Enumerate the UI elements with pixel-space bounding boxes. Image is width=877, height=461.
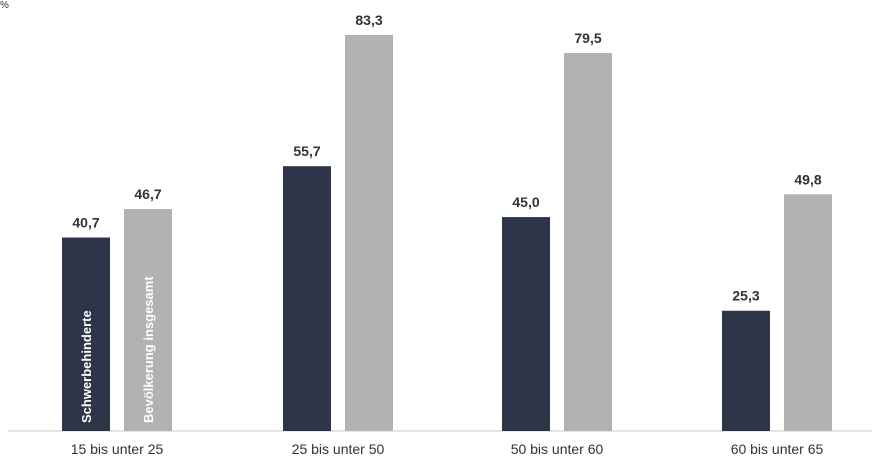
series-name-label: Bevölkerung insgesamt [141,276,156,423]
bar-bevoelkerung-1 [124,208,172,431]
data-label: 49,8 [794,171,821,187]
bars-layer [62,35,832,432]
data-label: 46,7 [134,186,161,202]
data-label: 40,7 [72,215,99,231]
data-label: 55,7 [293,143,320,159]
value-labels-layer: 40,7 46,7 55,7 83,3 45,0 79,5 25,3 49,8 [72,12,821,304]
corner-label: % [0,0,9,11]
x-tick-label: 25 bis unter 50 [292,441,385,457]
data-label: 45,0 [512,194,539,210]
bar-bevoelkerung-2 [345,35,393,431]
bar-bevoelkerung-4 [784,194,832,431]
bar-schwerbehinderte-2 [283,166,331,431]
x-tick-labels-layer: 15 bis unter 25 25 bis unter 50 50 bis unt… [71,441,824,457]
bar-schwerbehinderte-3 [502,217,550,431]
series-names-layer: Schwerbehinderte Bevölkerung insgesamt [79,276,156,423]
bar-schwerbehinderte-4 [722,310,770,431]
x-tick-label: 50 bis unter 60 [511,441,604,457]
data-label: 79,5 [574,30,601,46]
data-label: 25,3 [732,288,759,304]
series-name-label: Schwerbehinderte [79,310,94,423]
bar-bevoelkerung-3 [564,53,612,432]
data-label: 83,3 [355,12,382,28]
x-tick-label: 15 bis unter 25 [71,441,164,457]
x-tick-label: 60 bis unter 65 [731,441,824,457]
bar-schwerbehinderte-1 [62,237,110,431]
